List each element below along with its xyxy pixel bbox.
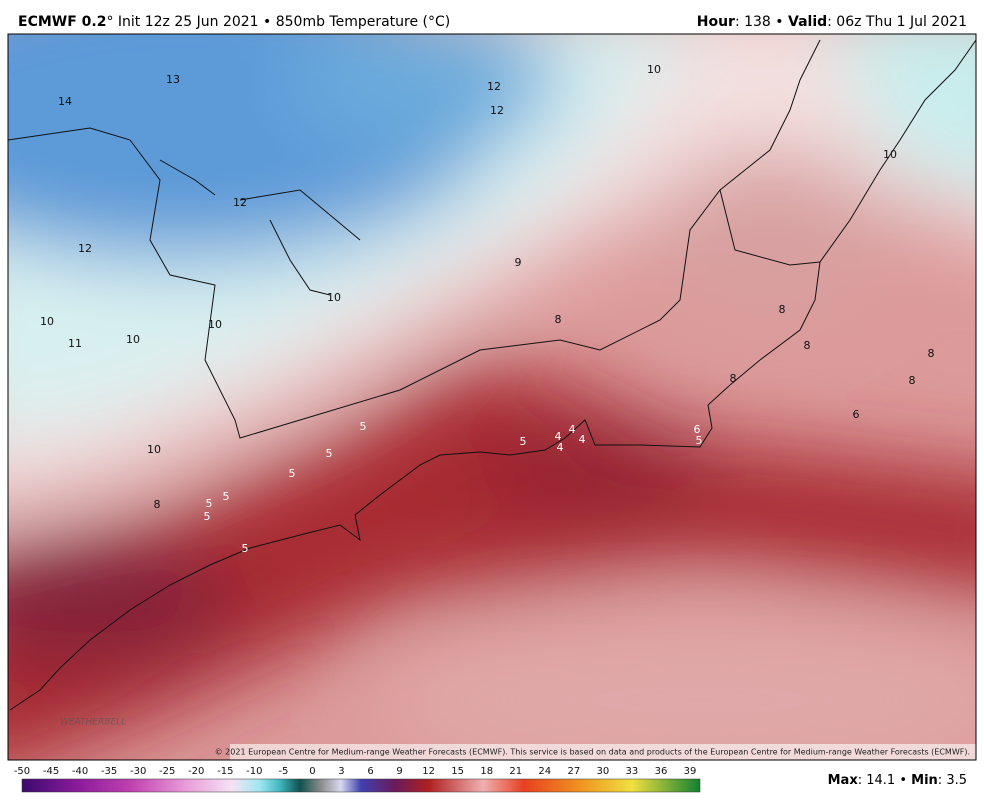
map-value-label: 4 <box>579 433 586 446</box>
colorbar-tick-label: -30 <box>130 766 146 777</box>
colorbar-tick-label: 18 <box>480 766 493 777</box>
map-value-label: 10 <box>147 443 161 456</box>
map-value-label: 8 <box>154 498 161 511</box>
colorbar-tick-label: 36 <box>655 766 668 777</box>
map-value-label: 5 <box>326 447 333 460</box>
min-label: Min <box>911 773 938 788</box>
sep: • <box>895 773 911 788</box>
colorbar-tick-label: 9 <box>396 766 402 777</box>
colorbar-tick-label: -5 <box>278 766 288 777</box>
map-value-label: 11 <box>68 337 82 350</box>
valid-value: : 06z Thu 1 Jul 2021 <box>827 14 967 30</box>
colorbar-tick-label: 39 <box>684 766 697 777</box>
map-value-label: 6 <box>694 423 701 436</box>
min-sep: : <box>938 773 947 788</box>
colorbar-tick-label: 0 <box>309 766 315 777</box>
map-value-label: 5 <box>289 467 296 480</box>
map-value-label: 12 <box>78 242 92 255</box>
map-value-label: 10 <box>40 315 54 328</box>
rivers <box>159 159 361 296</box>
hour-label: Hour <box>697 14 735 30</box>
colorbar-tick-label: 27 <box>567 766 580 777</box>
header-left: ECMWF 0.2° Init 12z 25 Jun 2021 • 850mb … <box>18 14 450 30</box>
model-name: ECMWF 0.2 <box>18 14 106 30</box>
colorbar-tick-label: -40 <box>72 766 88 777</box>
map-value-label: 8 <box>928 347 935 360</box>
colorbar-tick-label: -10 <box>246 766 262 777</box>
colorbar-tick-label: -20 <box>188 766 204 777</box>
map-value-label: 4 <box>557 441 564 454</box>
map-value-label: 5 <box>204 510 211 523</box>
map-value-label: 12 <box>487 80 501 93</box>
map-value-label: 8 <box>804 339 811 352</box>
map-value-label: 5 <box>696 434 703 447</box>
run-info: ° Init 12z 25 Jun 2021 • 850mb Temperatu… <box>106 14 450 30</box>
map-value-label: 8 <box>909 374 916 387</box>
colorbar-tick-label: 33 <box>626 766 639 777</box>
max-label: Max <box>828 773 859 788</box>
colorbar-tick-label: -15 <box>217 766 233 777</box>
max-value: 14.1 <box>866 773 895 788</box>
map-value-label: 4 <box>569 423 576 436</box>
colorbar-tick-label: -35 <box>101 766 117 777</box>
borders <box>8 39 821 439</box>
map-value-label: 13 <box>166 73 180 86</box>
max-min: Max: 14.1 • Min: 3.5 <box>828 773 967 788</box>
valid-label: Valid <box>788 14 827 30</box>
coastlines-borders <box>8 39 976 711</box>
map-value-label: 8 <box>779 303 786 316</box>
map-value-label: 5 <box>206 497 213 510</box>
map-value-label: 8 <box>555 313 562 326</box>
map-value-label: 5 <box>223 490 230 503</box>
map-value-label: 5 <box>520 435 527 448</box>
colorbar-tick-label: 15 <box>451 766 464 777</box>
copyright: © 2021 European Centre for Medium-range … <box>215 748 970 757</box>
map-value-label: 6 <box>853 408 860 421</box>
map-value-label: 9 <box>515 256 522 269</box>
colorbar-tick-label: 21 <box>509 766 522 777</box>
map-value-label: 12 <box>490 104 504 117</box>
min-value: 3.5 <box>946 773 967 788</box>
colorbar-tick-label: 12 <box>422 766 435 777</box>
colorbar <box>21 778 701 793</box>
map-value-label: 10 <box>208 318 222 331</box>
map-value-label: 12 <box>233 196 247 209</box>
map-frame <box>7 33 977 761</box>
colorbar-tick-label: -45 <box>43 766 59 777</box>
max-sep: : <box>858 773 867 788</box>
logo: WEATHERBELL <box>60 718 126 728</box>
map-value-label: 10 <box>883 148 897 161</box>
colorbar-tick-label: 30 <box>597 766 610 777</box>
map-value-label: 8 <box>730 372 737 385</box>
header-right: Hour: 138 • Valid: 06z Thu 1 Jul 2021 <box>697 14 967 30</box>
copyright-bg <box>230 744 976 760</box>
map-value-label: 10 <box>126 333 140 346</box>
colorbar-tick-label: -50 <box>14 766 30 777</box>
colorbar-tick-label: -25 <box>159 766 175 777</box>
map-value-label: 14 <box>58 95 72 108</box>
map-value-label: 5 <box>242 542 249 555</box>
colorbar-tick-label: 6 <box>367 766 373 777</box>
colorbar-ticks: -50 -45 -40 -35 -30 -25 -20 -15 -10 -5 0 3 6 9 12 15 18 2… <box>14 766 697 777</box>
map-value-label: 4 <box>555 430 562 443</box>
colorbar-tick-label: 24 <box>538 766 551 777</box>
colorbar-tick-label: 3 <box>338 766 344 777</box>
hour-value: : 138 • <box>735 14 788 30</box>
map-value-label: 10 <box>647 63 661 76</box>
map-value-label: 10 <box>327 291 341 304</box>
map-value-label: 5 <box>360 420 367 433</box>
